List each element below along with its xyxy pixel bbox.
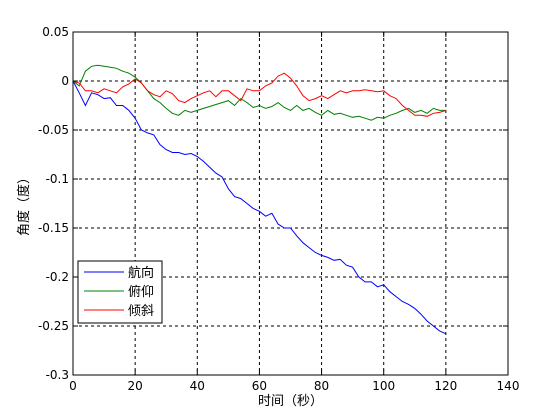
y-axis-label: 角度（度） (16, 171, 32, 236)
y-tick-label: -0.15 (38, 221, 69, 235)
x-axis-label: 时间（秒） (258, 394, 323, 409)
x-tick-label: 80 (314, 379, 329, 393)
plot-area (73, 32, 508, 375)
y-tick-label: 0.05 (42, 25, 69, 39)
y-tick-label: -0.05 (38, 123, 69, 137)
y-tick-label: -0.25 (38, 319, 69, 333)
y-tick-label: -0.3 (46, 368, 69, 382)
axis-ticks: 0 20 40 60 80 100 120 140 0.05 0 -0.05 -0.1 -0.15 -0.… (38, 25, 520, 393)
x-tick-label: 0 (69, 379, 77, 393)
legend-label-2: 俯仰 (128, 284, 154, 300)
x-tick-label: 60 (252, 379, 267, 393)
series-line-1 (72, 80, 447, 335)
series-line-3 (72, 72, 447, 117)
x-tick-label: 140 (497, 379, 520, 393)
plot-frame (72, 31, 509, 376)
y-tick-label: 0 (61, 74, 69, 88)
series-line-2 (72, 64, 446, 121)
x-tick-label: 40 (190, 379, 205, 393)
legend-label-3: 倾斜 (128, 304, 154, 319)
series-lines (72, 64, 447, 335)
x-tick-label: 20 (128, 379, 143, 393)
y-tick-label: -0.1 (46, 172, 69, 186)
legend-box (77, 260, 163, 324)
x-tick-label: 120 (434, 379, 457, 393)
y-tick-label: -0.2 (46, 270, 69, 284)
legend-label-1: 航向 (128, 265, 154, 281)
x-tick-label: 100 (372, 379, 395, 393)
